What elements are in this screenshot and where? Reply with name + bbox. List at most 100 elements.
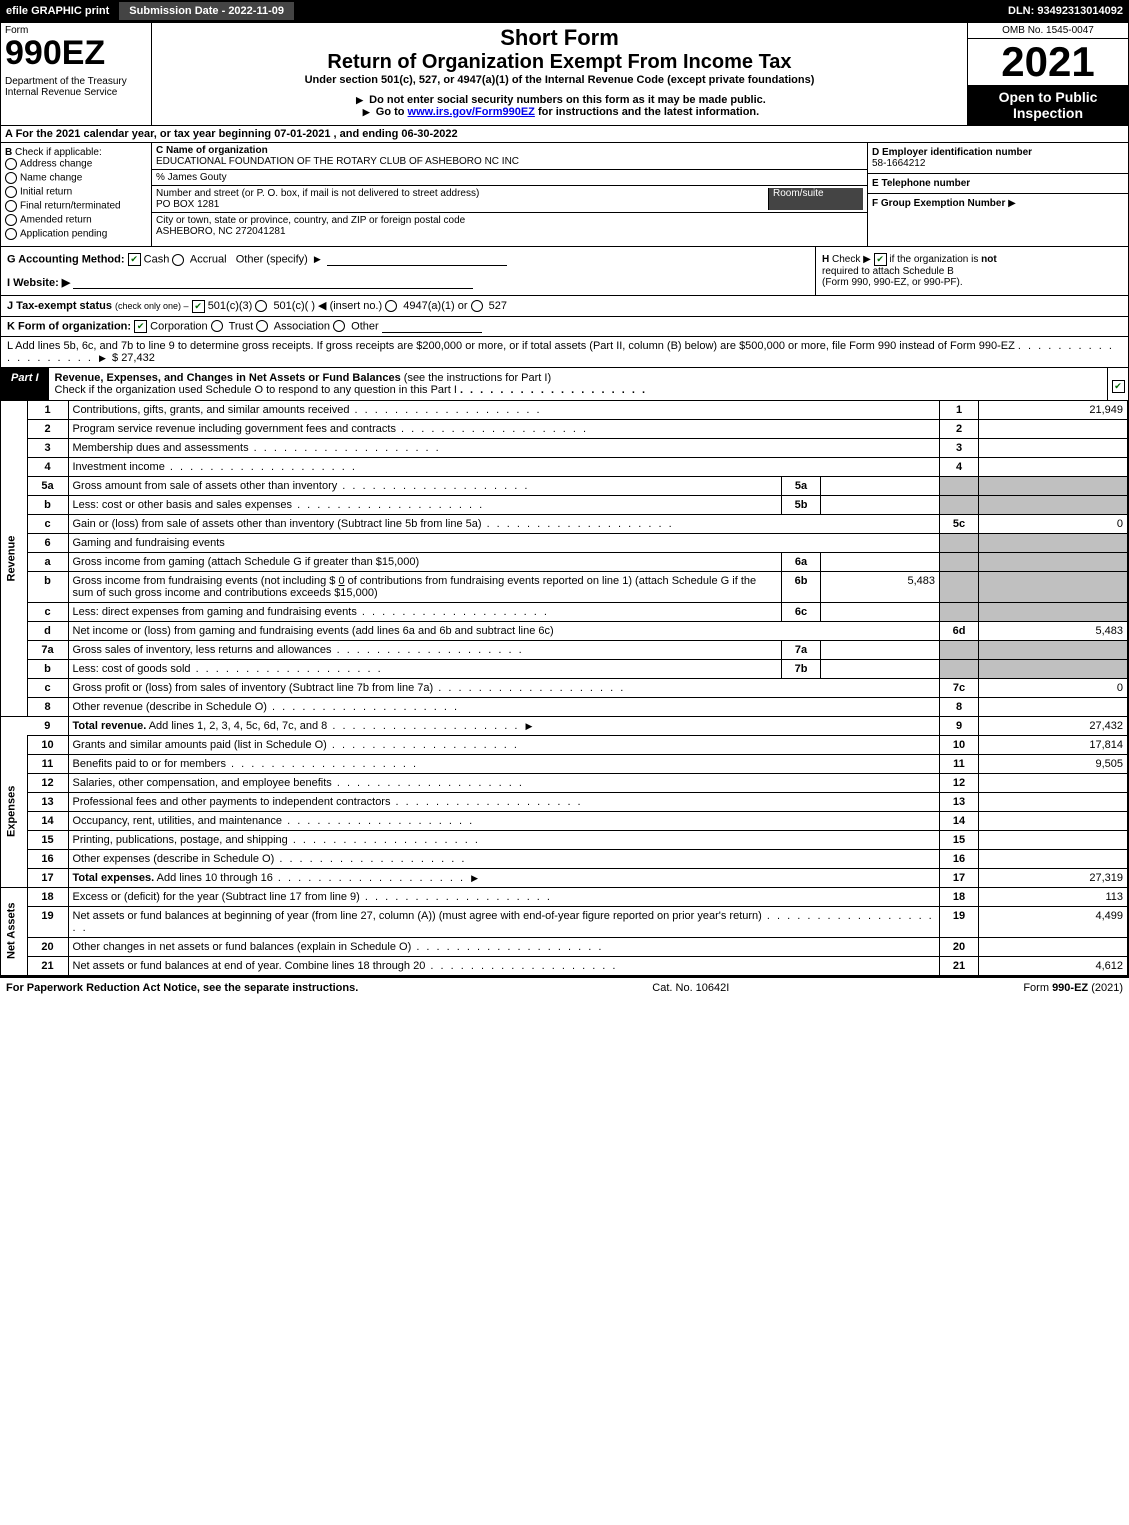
- line-18-val: 113: [979, 887, 1128, 906]
- checkbox-icon[interactable]: [5, 200, 17, 212]
- line-13-text: Professional fees and other payments to …: [73, 796, 391, 808]
- dln: DLN: 93492313014092: [1002, 5, 1129, 17]
- b-label: B: [5, 147, 12, 158]
- checkbox-h[interactable]: [874, 253, 887, 266]
- line-6-num: 6: [27, 533, 68, 552]
- line-6b-pre: Gross income from fundraising events (no…: [73, 575, 336, 587]
- line-21-ref: 21: [940, 956, 979, 975]
- line-7b-text: Less: cost of goods sold: [73, 663, 191, 675]
- checkbox-icon[interactable]: [5, 228, 17, 240]
- arrow-icon: [353, 94, 366, 106]
- line-11-ref: 11: [940, 754, 979, 773]
- k-label: K Form of organization:: [7, 320, 131, 332]
- irs-link[interactable]: www.irs.gov/Form990EZ: [408, 106, 535, 118]
- k-corp: Corporation: [150, 320, 207, 332]
- omb-number: OMB No. 1545-0047: [968, 23, 1128, 39]
- j-4947: 4947(a)(1) or: [403, 300, 467, 312]
- l-text: L Add lines 5b, 6c, and 7b to line 9 to …: [7, 340, 1015, 352]
- checkbox-corp[interactable]: [134, 320, 147, 333]
- checkbox-other[interactable]: [333, 320, 345, 332]
- form-header: Form 990EZ Department of the Treasury In…: [0, 22, 1129, 126]
- j-501c3: 501(c)(3): [208, 300, 253, 312]
- line-6c-subval: [821, 602, 940, 621]
- line-11-text: Benefits paid to or for members: [73, 758, 226, 770]
- checkbox-trust[interactable]: [211, 320, 223, 332]
- checkbox-4947[interactable]: [385, 300, 397, 312]
- checkbox-501c3[interactable]: [192, 300, 205, 313]
- website-input[interactable]: [73, 276, 473, 289]
- checkbox-icon[interactable]: [5, 172, 17, 184]
- line-8-val: [979, 697, 1128, 716]
- line-5c-ref: 5c: [940, 514, 979, 533]
- checkbox-501c[interactable]: [255, 300, 267, 312]
- f-label: F Group Exemption Number: [872, 198, 1005, 209]
- opt-address-change: Address change: [20, 159, 92, 170]
- revenue-label: Revenue: [1, 401, 27, 717]
- k-trust: Trust: [229, 320, 254, 332]
- line-5a-sub: 5a: [782, 476, 821, 495]
- line-14-val: [979, 811, 1128, 830]
- line-14-text: Occupancy, rent, utilities, and maintena…: [73, 815, 283, 827]
- line-4-text: Investment income: [73, 461, 165, 473]
- line-16-num: 16: [27, 849, 68, 868]
- g-accrual: Accrual: [190, 253, 227, 265]
- header-left: Form 990EZ Department of the Treasury In…: [1, 23, 152, 125]
- j-label: J Tax-exempt status: [7, 300, 112, 312]
- line-10-text: Grants and similar amounts paid (list in…: [73, 739, 327, 751]
- line-16-text: Other expenses (describe in Schedule O): [73, 853, 275, 865]
- care-of: % James Gouty: [156, 172, 227, 183]
- part-1-checkbox[interactable]: [1107, 368, 1128, 400]
- line-9-val: 27,432: [979, 716, 1128, 735]
- line-7b-sub: 7b: [782, 659, 821, 678]
- arrow-icon: [311, 253, 324, 265]
- line-4-val: [979, 457, 1128, 476]
- part-1-table: Revenue 1 Contributions, gifts, grants, …: [1, 401, 1128, 976]
- footer-right: Form 990-EZ (2021): [1023, 982, 1123, 994]
- line-7c-text: Gross profit or (loss) from sales of inv…: [73, 682, 434, 694]
- line-15-text: Printing, publications, postage, and shi…: [73, 834, 288, 846]
- line-7b-subval: [821, 659, 940, 678]
- line-20-ref: 20: [940, 937, 979, 956]
- h-t4: (Form 990, 990-EZ, or 990-PF).: [822, 277, 963, 288]
- line-6b-sub: 6b: [782, 571, 821, 602]
- opt-amended: Amended return: [20, 215, 92, 226]
- line-6a-subval: [821, 552, 940, 571]
- line-a-text: A For the 2021 calendar year, or tax yea…: [5, 128, 458, 140]
- j-527: 527: [489, 300, 507, 312]
- line-5b-subval: [821, 495, 940, 514]
- line-6b-amt: 0: [338, 575, 344, 587]
- line-7c-num: c: [27, 678, 68, 697]
- line-3-ref: 3: [940, 438, 979, 457]
- checkbox-icon[interactable]: [5, 186, 17, 198]
- line-6-text: Gaming and fundraising events: [68, 533, 940, 552]
- g-other: Other (specify): [236, 253, 308, 265]
- line-20-num: 20: [27, 937, 68, 956]
- line-5a-text: Gross amount from sale of assets other t…: [73, 480, 338, 492]
- dept-2: Internal Revenue Service: [5, 87, 147, 98]
- checkbox-assoc[interactable]: [256, 320, 268, 332]
- checkbox-icon[interactable]: [5, 214, 17, 226]
- netassets-label: Net Assets: [1, 887, 27, 975]
- k-other-input[interactable]: [382, 320, 482, 333]
- checkbox-cash[interactable]: [128, 253, 141, 266]
- header-right: OMB No. 1545-0047 2021 Open to Public In…: [967, 23, 1128, 125]
- line-3-text: Membership dues and assessments: [73, 442, 249, 454]
- line-20-text: Other changes in net assets or fund bala…: [73, 941, 412, 953]
- line-2-val: [979, 419, 1128, 438]
- line-17-text: Add lines 10 through 16: [154, 872, 273, 884]
- line-17-val: 27,319: [979, 868, 1128, 887]
- part-1-title-text: Revenue, Expenses, and Changes in Net As…: [55, 372, 401, 384]
- line-12-num: 12: [27, 773, 68, 792]
- line-18-num: 18: [27, 887, 68, 906]
- e-label: E Telephone number: [872, 178, 970, 189]
- checkbox-527[interactable]: [471, 300, 483, 312]
- line-9-text: Add lines 1, 2, 3, 4, 5c, 6d, 7c, and 8: [146, 720, 327, 732]
- line-14-num: 14: [27, 811, 68, 830]
- g-other-input[interactable]: [327, 253, 507, 266]
- checkbox-accrual[interactable]: [172, 254, 184, 266]
- checkbox-icon[interactable]: [5, 158, 17, 170]
- line-8-num: 8: [27, 697, 68, 716]
- line-5b-num: b: [27, 495, 68, 514]
- line-1-num: 1: [27, 401, 68, 420]
- d-label: D Employer identification number: [872, 147, 1032, 158]
